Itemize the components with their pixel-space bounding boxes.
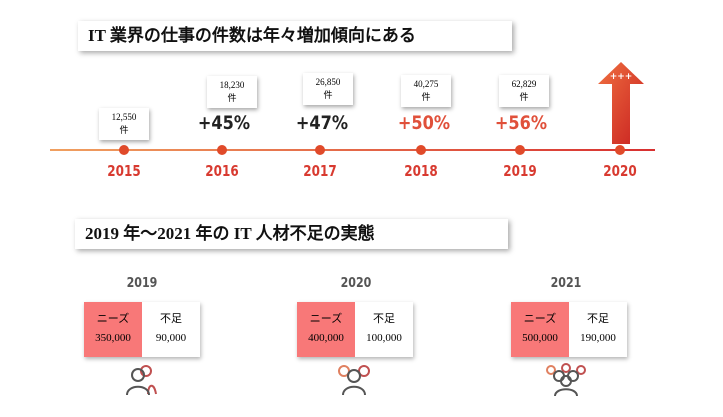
shortage-year: 2019 — [126, 276, 158, 291]
job-count: 12,550 — [111, 112, 137, 122]
needs-cell: ニーズ 400,000 — [297, 302, 355, 357]
job-count-unit: 件 — [519, 92, 529, 102]
shortage-cell: 不足 90,000 — [142, 302, 200, 357]
year-label: 2015 — [107, 162, 141, 180]
shortage-label: 不足 — [587, 313, 609, 325]
timeline-line — [50, 149, 655, 151]
people-group-icon — [546, 363, 586, 396]
growth-percent: +56% — [494, 112, 548, 134]
job-count-box: 18,230 件 — [207, 76, 257, 108]
job-count-unit: 件 — [421, 92, 431, 102]
shortage-value: 100,000 — [366, 332, 402, 344]
section-title-job-growth: IT 業界の仕事の件数は年々増加傾向にある — [78, 21, 512, 51]
growth-percent: +45% — [197, 112, 251, 134]
people-icon — [126, 365, 157, 396]
job-count-box: 62,829 件 — [499, 75, 549, 107]
arrow-label: +++ — [609, 72, 633, 82]
shortage-card: ニーズ 350,000 不足 90,000 — [84, 302, 200, 357]
job-count: 62,829 — [511, 79, 537, 89]
shortage-label: 不足 — [160, 313, 182, 325]
year-label: 2020 — [603, 162, 637, 180]
up-arrow-icon — [598, 62, 644, 144]
shortage-year: 2020 — [340, 276, 372, 291]
shortage-card: ニーズ 400,000 不足 100,000 — [297, 302, 413, 357]
growth-percent: +47% — [295, 112, 349, 134]
job-count-box: 40,275 件 — [401, 75, 451, 107]
timeline-dot — [217, 145, 227, 155]
needs-value: 350,000 — [95, 332, 131, 344]
shortage-cell: 不足 100,000 — [355, 302, 413, 357]
needs-value: 400,000 — [308, 332, 344, 344]
job-count: 40,275 — [413, 79, 439, 89]
needs-cell: ニーズ 350,000 — [84, 302, 142, 357]
timeline-dot — [315, 145, 325, 155]
job-count-box: 12,550 件 — [99, 108, 149, 140]
people-icon — [338, 365, 370, 396]
needs-value: 500,000 — [522, 332, 558, 344]
shortage-card: ニーズ 500,000 不足 190,000 — [511, 302, 627, 357]
section-title-talent-shortage: 2019 年～2021 年の IT 人材不足の実態 — [75, 219, 508, 249]
job-count: 18,230 — [219, 80, 245, 90]
needs-cell: ニーズ 500,000 — [511, 302, 569, 357]
shortage-value: 190,000 — [580, 332, 616, 344]
needs-label: ニーズ — [309, 313, 343, 325]
shortage-year: 2021 — [550, 276, 582, 291]
year-label: 2016 — [205, 162, 239, 180]
shortage-cell: 不足 190,000 — [569, 302, 627, 357]
needs-label: ニーズ — [96, 313, 130, 325]
job-count-unit: 件 — [323, 90, 333, 100]
year-label: 2018 — [404, 162, 438, 180]
shortage-value: 90,000 — [155, 332, 187, 344]
timeline-dot — [615, 145, 625, 155]
timeline-dot — [416, 145, 426, 155]
shortage-label: 不足 — [373, 313, 395, 325]
year-label: 2019 — [503, 162, 537, 180]
timeline-dot — [119, 145, 129, 155]
needs-label: ニーズ — [523, 313, 557, 325]
year-label: 2017 — [303, 162, 337, 180]
job-count-unit: 件 — [119, 125, 129, 135]
job-count-unit: 件 — [227, 93, 237, 103]
timeline-dot — [515, 145, 525, 155]
growth-percent: +50% — [397, 112, 451, 134]
job-count-box: 26,850 件 — [303, 73, 353, 105]
job-count: 26,850 — [315, 77, 341, 87]
